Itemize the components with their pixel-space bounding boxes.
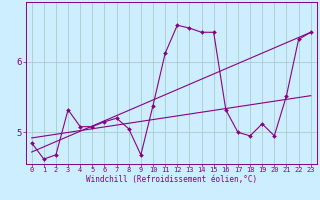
- X-axis label: Windchill (Refroidissement éolien,°C): Windchill (Refroidissement éolien,°C): [86, 175, 257, 184]
